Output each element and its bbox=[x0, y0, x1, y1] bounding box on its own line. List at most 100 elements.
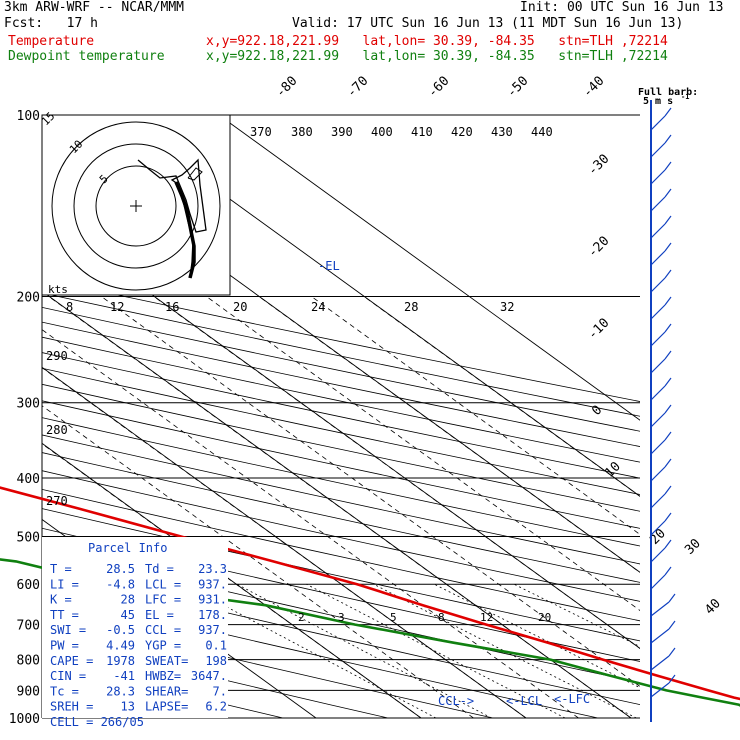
isotherm-label--80: -80 bbox=[273, 74, 300, 101]
parcel-key-1: TT = bbox=[50, 608, 79, 622]
parcel-value-2: 0.1 bbox=[205, 639, 227, 653]
dry-adiabat-330 bbox=[42, 488, 640, 622]
speed-label-12: 12 bbox=[110, 300, 124, 314]
parcel-info-box bbox=[42, 537, 228, 718]
ccl-marker: CCL-> bbox=[438, 694, 474, 708]
parcel-key-2: EL = bbox=[145, 608, 174, 622]
dry-adiabat-460 bbox=[42, 278, 640, 402]
isotherm-label--50: -50 bbox=[504, 74, 531, 101]
mixing-ratio-label-5: 5 bbox=[390, 611, 397, 624]
parcel-key-2: LFC = bbox=[145, 593, 181, 607]
wind-barb bbox=[650, 142, 666, 158]
pressure-label-500: 500 bbox=[17, 530, 40, 545]
wind-barb bbox=[650, 682, 670, 698]
isotherm-label--30: -30 bbox=[585, 152, 612, 179]
parcel-key-2: SHEAR= bbox=[145, 684, 188, 698]
hodograph: 5 10 15 kts bbox=[39, 110, 231, 296]
wind-barb bbox=[650, 520, 666, 536]
isotherm-label--10: -10 bbox=[585, 316, 612, 343]
wind-barb bbox=[650, 466, 666, 482]
mixing-ratio-label-3: 3 bbox=[338, 611, 345, 624]
speed-label-20: 20 bbox=[233, 300, 247, 314]
wind-barb bbox=[650, 169, 666, 185]
mixing-ratio-label-2: 2 bbox=[298, 611, 305, 624]
mixing-ratio-8 bbox=[373, 583, 637, 718]
theta-label-420: 420 bbox=[451, 125, 473, 139]
parcel-value-1: 28 bbox=[121, 593, 135, 607]
wind-barb bbox=[650, 196, 666, 212]
moist-adiabat-30 bbox=[258, 296, 640, 573]
parcel-value-1: -4.8 bbox=[106, 577, 135, 591]
isotherm-label--70: -70 bbox=[344, 74, 371, 101]
lfc-marker: <-LFC bbox=[554, 692, 590, 706]
sounding-traces bbox=[0, 486, 740, 707]
theta-labels: 370 380 390 400 410 420 430 440 bbox=[250, 125, 553, 139]
parcel-key-2: CCL = bbox=[145, 623, 181, 637]
el-marker: -EL bbox=[318, 259, 340, 273]
wind-scale-units: 5 m s bbox=[643, 96, 673, 107]
parcel-value-2: 3647. bbox=[191, 669, 227, 683]
parcel-key-1: PW = bbox=[50, 639, 79, 653]
theta-label-430: 430 bbox=[491, 125, 513, 139]
parcel-value-2: 937. bbox=[198, 577, 227, 591]
parcel-value-1: 1978 bbox=[106, 654, 135, 668]
speed-label-24: 24 bbox=[311, 300, 325, 314]
isotherm--50 bbox=[0, 115, 1, 718]
wind-barb bbox=[650, 223, 666, 239]
wind-barb bbox=[650, 628, 670, 644]
temperature-trace bbox=[0, 486, 740, 701]
moist-adiabat-40 bbox=[363, 296, 640, 497]
parcel-cell: CELL = 266/05 bbox=[50, 715, 144, 729]
parcel-value-2: 178. bbox=[198, 608, 227, 622]
parcel-key-1: CAPE = bbox=[50, 654, 93, 668]
dewpoint-trace bbox=[0, 558, 740, 707]
pressure-label-900: 900 bbox=[17, 684, 40, 699]
parcel-value-2: 7. bbox=[213, 684, 227, 698]
dry-adiabat-350 bbox=[42, 452, 640, 583]
parcel-value-1: -41 bbox=[113, 669, 135, 683]
wind-scale-exponent: -1 bbox=[681, 93, 689, 101]
dry-adiabat-420 bbox=[42, 336, 640, 463]
theta-label-410: 410 bbox=[411, 125, 433, 139]
mixing-ratio-labels: 2 3 5 8 12 20 bbox=[298, 611, 551, 624]
pressure-label-700: 700 bbox=[17, 619, 40, 634]
pressure-label-800: 800 bbox=[17, 654, 40, 669]
theta-label-370: 370 bbox=[250, 125, 272, 139]
theta-label-380: 380 bbox=[291, 125, 313, 139]
isotherm-label--40: -40 bbox=[580, 74, 607, 101]
dry-adiabat-360 bbox=[42, 434, 640, 565]
dry-adiabat-440 bbox=[42, 306, 640, 432]
parcel-key-2: HWBZ= bbox=[145, 669, 181, 683]
speed-label-28: 28 bbox=[404, 300, 418, 314]
speed-label-8: 8 bbox=[66, 300, 73, 314]
dry-adiabat-450 bbox=[42, 292, 640, 417]
speed-label-16: 16 bbox=[165, 300, 179, 314]
mixing-ratio-20 bbox=[513, 583, 640, 648]
parcel-value-2: 931. bbox=[198, 593, 227, 607]
hodograph-low-level-trace bbox=[174, 181, 196, 279]
parcel-info-text: Parcel Info T = 28.5 Td = 23.3 LI = -4.8 LCL = 9… bbox=[50, 541, 227, 729]
moist-adiabat-35 bbox=[311, 296, 640, 535]
parcel-key-1: T = bbox=[50, 562, 72, 576]
isotherm-label-0: 0 bbox=[589, 403, 605, 419]
wind-scale-title: Full barb: bbox=[638, 87, 698, 98]
dry-adiabat-290 bbox=[42, 569, 640, 706]
dry-adiabat-label-270: 270 bbox=[46, 494, 68, 508]
isotherm-label-30: 30 bbox=[682, 536, 704, 558]
parcel-key-1: LI = bbox=[50, 577, 79, 591]
wind-barb bbox=[650, 439, 666, 455]
hodograph-units: kts bbox=[48, 283, 68, 296]
parcel-key-2: LCL = bbox=[145, 577, 181, 591]
parcel-key-2: SWEAT= bbox=[145, 654, 188, 668]
wind-barb bbox=[650, 331, 666, 347]
wind-barb bbox=[650, 250, 666, 266]
pressure-label-400: 400 bbox=[17, 472, 40, 487]
speed-label-32: 32 bbox=[500, 300, 514, 314]
pressure-label-200: 200 bbox=[17, 291, 40, 306]
mixing-ratio-label-20: 20 bbox=[538, 611, 551, 624]
mixing-ratio-label-8: 8 bbox=[438, 611, 445, 624]
dry-adiabat-270 bbox=[42, 612, 493, 718]
model-title: 3km ARW-WRF -- NCAR/MMM bbox=[4, 0, 185, 15]
mixing-ratio-label-12: 12 bbox=[480, 611, 493, 624]
parcel-value-1: 4.49 bbox=[106, 639, 135, 653]
